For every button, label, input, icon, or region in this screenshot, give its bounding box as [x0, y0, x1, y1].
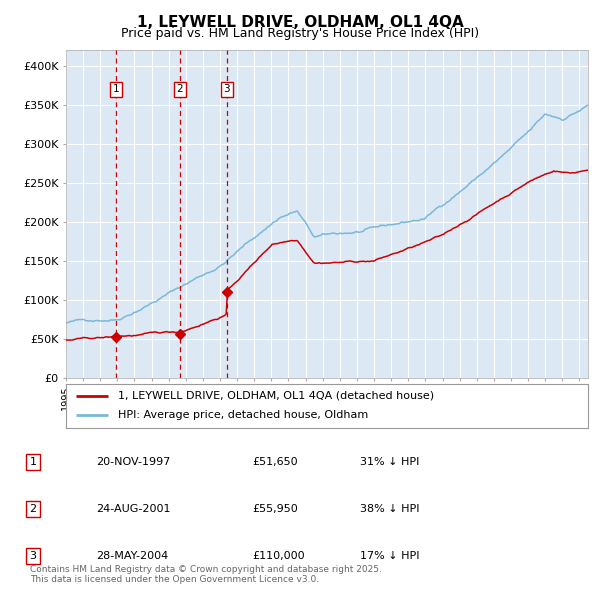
Text: 24-AUG-2001: 24-AUG-2001 [96, 504, 170, 514]
Text: 3: 3 [224, 84, 230, 94]
Text: £110,000: £110,000 [252, 551, 305, 561]
Text: 28-MAY-2004: 28-MAY-2004 [96, 551, 168, 561]
Text: £51,650: £51,650 [252, 457, 298, 467]
Text: Contains HM Land Registry data © Crown copyright and database right 2025.
This d: Contains HM Land Registry data © Crown c… [30, 565, 382, 584]
Text: HPI: Average price, detached house, Oldham: HPI: Average price, detached house, Oldh… [118, 411, 368, 420]
Text: 1, LEYWELL DRIVE, OLDHAM, OL1 4QA (detached house): 1, LEYWELL DRIVE, OLDHAM, OL1 4QA (detac… [118, 391, 434, 401]
Text: 1: 1 [112, 84, 119, 94]
Text: 1: 1 [29, 457, 37, 467]
Text: 1, LEYWELL DRIVE, OLDHAM, OL1 4QA: 1, LEYWELL DRIVE, OLDHAM, OL1 4QA [137, 15, 463, 30]
Text: 38% ↓ HPI: 38% ↓ HPI [360, 504, 419, 514]
Text: 3: 3 [29, 551, 37, 561]
Text: 31% ↓ HPI: 31% ↓ HPI [360, 457, 419, 467]
Text: 2: 2 [176, 84, 183, 94]
Text: 20-NOV-1997: 20-NOV-1997 [96, 457, 170, 467]
Text: 2: 2 [29, 504, 37, 514]
Text: 17% ↓ HPI: 17% ↓ HPI [360, 551, 419, 561]
Text: £55,950: £55,950 [252, 504, 298, 514]
Text: Price paid vs. HM Land Registry's House Price Index (HPI): Price paid vs. HM Land Registry's House … [121, 27, 479, 40]
